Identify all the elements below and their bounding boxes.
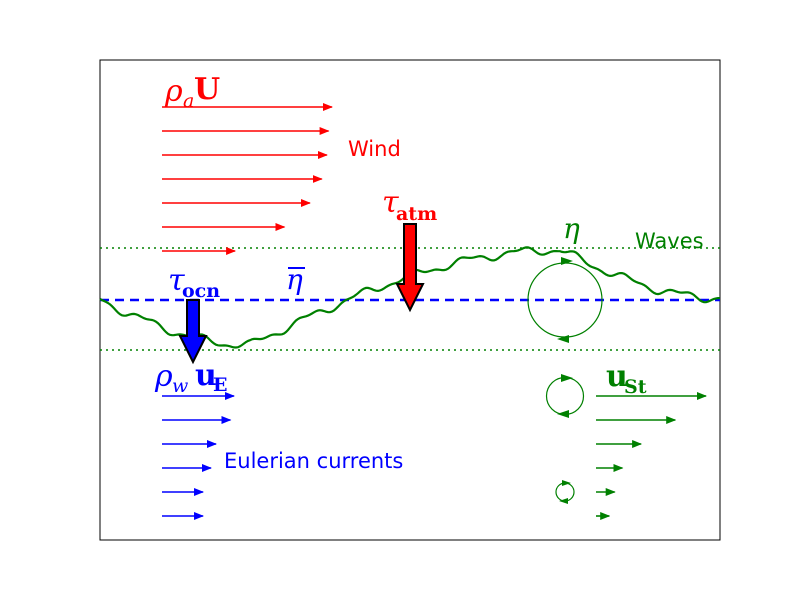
eulerian-currents-label: Eulerian currents <box>224 449 403 473</box>
svg-text:w: w <box>172 375 188 397</box>
svg-text:atm: atm <box>396 203 437 225</box>
svg-text:u: u <box>606 359 628 394</box>
down-arrow-icon <box>178 299 208 365</box>
orbital-circle-icon <box>555 480 575 504</box>
wind-profile <box>162 103 333 255</box>
svg-text:τ: τ <box>382 185 399 220</box>
stokes-drift-symbol: u St <box>606 359 647 398</box>
down-arrow-icon <box>395 223 425 313</box>
ocean-stress-symbol: τ ocn <box>168 263 220 302</box>
surface-elevation-symbol: η <box>563 212 580 245</box>
svg-text:a: a <box>183 90 194 112</box>
stokes-drift-profile <box>596 392 707 520</box>
svg-text:E: E <box>213 374 227 396</box>
svg-text:τ: τ <box>168 263 185 298</box>
svg-text:St: St <box>624 376 647 398</box>
svg-text:ρ: ρ <box>164 74 183 109</box>
svg-text:η: η <box>286 263 303 296</box>
water-momentum-symbol: ρ w u E <box>154 358 227 397</box>
svg-text:u: u <box>195 358 217 393</box>
eulerian-current-profile <box>162 392 235 520</box>
svg-text:U: U <box>194 72 220 107</box>
waves-label: Waves <box>635 229 704 253</box>
svg-text:ρ: ρ <box>154 359 173 394</box>
air-momentum-symbol: ρ a U <box>164 72 220 112</box>
wind-label: Wind <box>348 137 401 161</box>
orbital-circle-icon <box>527 257 603 343</box>
atmospheric-stress-symbol: τ atm <box>382 185 437 225</box>
orbital-circle-icon <box>545 374 585 418</box>
svg-text:ocn: ocn <box>182 280 220 302</box>
mean-surface-symbol: η <box>286 263 305 296</box>
